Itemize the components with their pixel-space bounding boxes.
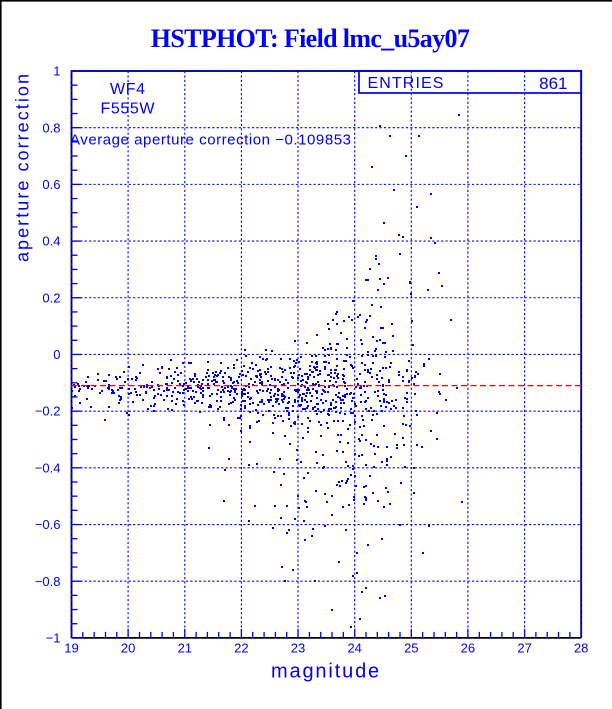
svg-text:−0.6: −0.6 xyxy=(35,517,61,532)
svg-text:0.8: 0.8 xyxy=(42,120,60,135)
svg-text:28: 28 xyxy=(574,641,588,656)
svg-text:magnitude: magnitude xyxy=(271,661,381,683)
svg-text:0.6: 0.6 xyxy=(42,177,60,192)
svg-text:−1: −1 xyxy=(46,631,61,646)
svg-text:ENTRIES: ENTRIES xyxy=(368,75,445,92)
svg-text:WF4: WF4 xyxy=(110,81,146,98)
svg-text:−0.4: −0.4 xyxy=(35,460,61,475)
svg-text:−0.8: −0.8 xyxy=(35,574,61,589)
svg-text:F555W: F555W xyxy=(101,101,156,118)
svg-text:−0.2: −0.2 xyxy=(35,404,61,419)
svg-text:0.2: 0.2 xyxy=(42,290,60,305)
svg-text:27: 27 xyxy=(517,641,531,656)
svg-text:22: 22 xyxy=(234,641,248,656)
svg-text:26: 26 xyxy=(461,641,475,656)
svg-text:24: 24 xyxy=(347,641,361,656)
svg-text:23: 23 xyxy=(291,641,305,656)
svg-text:aperture correction: aperture correction xyxy=(13,72,33,262)
svg-text:0.4: 0.4 xyxy=(42,234,60,249)
svg-text:19: 19 xyxy=(64,641,78,656)
svg-text:1: 1 xyxy=(53,64,60,79)
svg-text:20: 20 xyxy=(121,641,135,656)
svg-text:25: 25 xyxy=(404,641,418,656)
svg-text:Average aperture correction −0: Average aperture correction −0.109853 xyxy=(70,132,352,149)
svg-text:HSTPHOT: Field lmc_u5ay07: HSTPHOT: Field lmc_u5ay07 xyxy=(151,24,470,53)
svg-text:861: 861 xyxy=(539,74,567,93)
svg-text:21: 21 xyxy=(178,641,192,656)
svg-text:0: 0 xyxy=(53,347,60,362)
